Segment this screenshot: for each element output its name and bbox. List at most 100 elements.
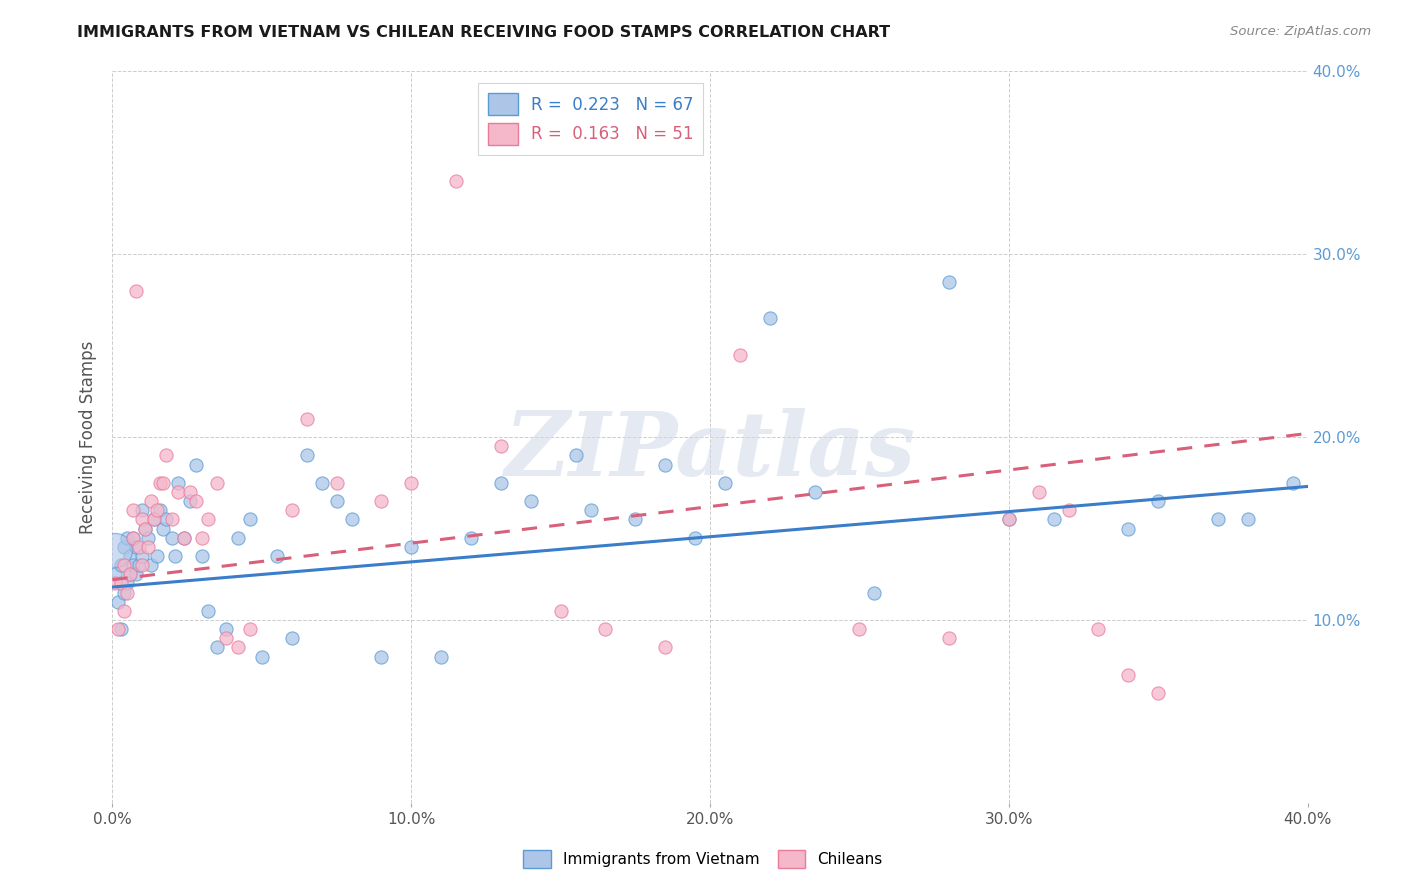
Point (370, 494, 392, 508)
Point (281, 632, 304, 646)
Legend: R =  0.223   N = 67, R =  0.163   N = 51: R = 0.223 N = 67, R = 0.163 N = 51 (478, 83, 703, 154)
Point (125, 284, 148, 298)
Point (295, 448, 318, 462)
Point (155, 448, 177, 462)
Point (938, 275, 960, 289)
Point (110, 622, 132, 636)
Point (595, 622, 617, 636)
Point (131, 512, 153, 526)
Point (1057, 503, 1080, 517)
Point (143, 512, 166, 526)
Point (122, 531, 145, 545)
Point (173, 531, 195, 545)
Point (401, 540, 423, 554)
Point (165, 549, 187, 563)
Point (295, 412, 318, 426)
Point (1118, 667, 1140, 681)
Point (1087, 622, 1109, 636)
Text: IMMIGRANTS FROM VIETNAM VS CHILEAN RECEIVING FOOD STAMPS CORRELATION CHART: IMMIGRANTS FROM VIETNAM VS CHILEAN RECEI… (77, 25, 890, 40)
Text: ZIPatlas: ZIPatlas (505, 409, 915, 495)
Point (138, 531, 160, 545)
Point (131, 503, 153, 517)
Point (197, 604, 219, 618)
Point (149, 475, 172, 490)
Point (155, 512, 177, 526)
Point (173, 531, 195, 545)
Point (141, 558, 163, 573)
Point (281, 503, 304, 517)
Point (550, 604, 572, 618)
Point (430, 649, 453, 664)
Point (1118, 521, 1140, 535)
Point (134, 521, 156, 535)
Point (186, 458, 208, 472)
Point (146, 549, 169, 563)
Point (122, 531, 145, 545)
Point (998, 512, 1021, 526)
Point (131, 549, 153, 563)
Point (460, 531, 482, 545)
Point (125, 567, 148, 582)
Point (489, 439, 512, 453)
Point (325, 475, 347, 490)
Point (146, 503, 169, 517)
Point (215, 622, 238, 636)
Point (579, 503, 602, 517)
Point (107, 622, 129, 636)
Point (128, 558, 150, 573)
Point (250, 649, 273, 664)
Point (683, 531, 706, 545)
Point (197, 512, 219, 526)
Point (114, 558, 135, 573)
Point (1237, 512, 1260, 526)
Point (370, 649, 392, 664)
Point (107, 594, 129, 608)
Point (205, 475, 228, 490)
Point (114, 585, 135, 599)
Point (152, 521, 174, 535)
Point (128, 540, 150, 554)
Point (114, 604, 135, 618)
Point (489, 475, 512, 490)
Point (239, 622, 262, 636)
Point (117, 585, 139, 599)
Point (167, 475, 190, 490)
Point (117, 576, 139, 591)
Point (239, 512, 262, 526)
Point (131, 558, 153, 573)
Point (1147, 686, 1170, 700)
Point (205, 640, 228, 655)
Point (325, 494, 347, 508)
Point (226, 640, 249, 655)
Point (104, 567, 127, 582)
Point (122, 503, 145, 517)
Point (120, 549, 142, 563)
Legend: Immigrants from Vietnam, Chileans: Immigrants from Vietnam, Chileans (517, 844, 889, 873)
Point (1281, 475, 1303, 490)
Point (520, 494, 543, 508)
Point (125, 540, 148, 554)
Point (803, 485, 825, 500)
Point (143, 512, 166, 526)
Point (1206, 512, 1229, 526)
Point (179, 485, 201, 500)
Point (215, 632, 238, 646)
Point (624, 512, 647, 526)
Point (120, 567, 142, 582)
Point (728, 348, 751, 362)
Point (938, 632, 960, 646)
Point (134, 521, 156, 535)
Point (186, 494, 208, 508)
Text: Source: ZipAtlas.com: Source: ZipAtlas.com (1230, 25, 1371, 38)
Point (226, 531, 249, 545)
Point (122, 558, 145, 573)
Y-axis label: Receiving Food Stamps: Receiving Food Stamps (79, 341, 97, 533)
Point (179, 494, 201, 508)
Point (1042, 512, 1064, 526)
Point (152, 475, 174, 490)
Point (138, 540, 160, 554)
Point (117, 531, 139, 545)
Point (564, 448, 586, 462)
Point (311, 475, 333, 490)
Point (401, 475, 423, 490)
